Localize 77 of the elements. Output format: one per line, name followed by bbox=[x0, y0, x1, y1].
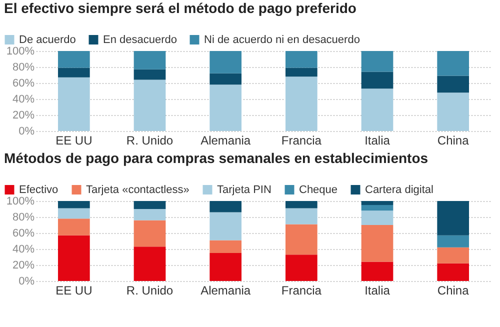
bar bbox=[361, 262, 394, 281]
bar bbox=[58, 68, 90, 78]
bar bbox=[134, 51, 166, 70]
y-tick-label: 0% bbox=[18, 276, 35, 288]
bar bbox=[58, 208, 90, 219]
x-tick-label: Alemania bbox=[200, 134, 251, 148]
bar bbox=[58, 218, 90, 236]
y-tick-label: 80% bbox=[12, 212, 35, 224]
y-tick-label: 60% bbox=[12, 78, 35, 90]
bar bbox=[361, 88, 394, 131]
y-tick-label: 80% bbox=[12, 62, 35, 74]
bar bbox=[437, 263, 470, 281]
legend-label: En desacuerdo bbox=[103, 34, 177, 46]
bar bbox=[210, 84, 242, 131]
x-tick-label: China bbox=[437, 134, 470, 148]
bar bbox=[285, 68, 318, 77]
bar bbox=[134, 246, 166, 281]
bar bbox=[58, 201, 90, 208]
bar bbox=[285, 224, 318, 255]
bar bbox=[210, 51, 242, 74]
y-tick-label: 0% bbox=[18, 126, 35, 138]
bar bbox=[210, 73, 242, 85]
y-tick-label: 100% bbox=[6, 196, 35, 208]
bar bbox=[210, 253, 242, 281]
bar bbox=[134, 201, 166, 209]
x-tick-label: EE UU bbox=[56, 134, 92, 148]
legend-label: Tarjeta PIN bbox=[217, 184, 272, 196]
bar bbox=[361, 72, 394, 89]
y-tick-label: 20% bbox=[12, 260, 35, 272]
bar bbox=[361, 201, 394, 205]
x-tick-label: Italia bbox=[364, 284, 390, 298]
bar bbox=[58, 235, 90, 281]
bar bbox=[210, 240, 242, 253]
legend-label: Efectivo bbox=[19, 184, 58, 196]
x-tick-label: Alemania bbox=[200, 284, 251, 298]
bar bbox=[361, 205, 394, 211]
bar bbox=[361, 225, 394, 262]
y-tick-label: 40% bbox=[12, 244, 35, 256]
x-tick-label: Francia bbox=[281, 134, 322, 148]
bar bbox=[437, 76, 470, 93]
x-tick-label: China bbox=[437, 284, 470, 298]
chart-title: El efectivo siempre será el método de pago preferido bbox=[4, 0, 356, 16]
legend-label: De acuerdo bbox=[19, 34, 76, 46]
x-tick-label: Francia bbox=[281, 284, 322, 298]
bar bbox=[58, 51, 90, 68]
x-tick-label: R. Unido bbox=[126, 134, 174, 148]
bar bbox=[361, 51, 394, 72]
bar bbox=[437, 92, 470, 131]
bar bbox=[210, 212, 242, 240]
y-tick-label: 40% bbox=[12, 94, 35, 106]
bar bbox=[437, 51, 470, 76]
legend-label: Cartera digital bbox=[365, 184, 434, 196]
chart-title: Métodos de pago para compras semanales en establecimientos bbox=[4, 150, 428, 166]
bar bbox=[58, 77, 90, 131]
bar bbox=[285, 208, 318, 224]
legend-label: Tarjeta «contactless» bbox=[86, 184, 190, 196]
legend-label: Cheque bbox=[299, 184, 338, 196]
bar bbox=[437, 247, 470, 264]
bar bbox=[134, 80, 166, 131]
bar bbox=[285, 51, 318, 68]
bar bbox=[285, 201, 318, 208]
bar bbox=[361, 210, 394, 225]
y-tick-label: 60% bbox=[12, 228, 35, 240]
x-tick-label: R. Unido bbox=[126, 284, 174, 298]
bar bbox=[134, 69, 166, 80]
bar bbox=[285, 76, 318, 131]
x-tick-label: EE UU bbox=[56, 284, 92, 298]
bar bbox=[437, 201, 470, 236]
y-tick-label: 100% bbox=[6, 46, 35, 58]
bar bbox=[210, 201, 242, 212]
bar bbox=[134, 220, 166, 247]
legend-label: Ni de acuerdo ni en desacuerdo bbox=[204, 34, 360, 46]
bar bbox=[134, 209, 166, 220]
x-tick-label: Italia bbox=[364, 134, 390, 148]
bar bbox=[437, 235, 470, 248]
y-tick-label: 20% bbox=[12, 110, 35, 122]
bar bbox=[285, 254, 318, 281]
